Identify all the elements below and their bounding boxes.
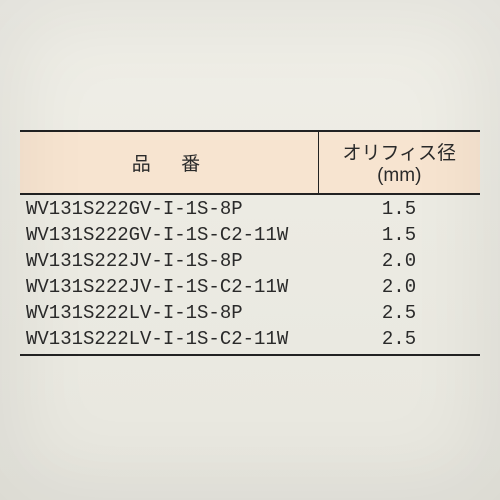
cell-orifice: 2.5 bbox=[318, 299, 480, 325]
col-header-orifice: オリフィス径(mm) bbox=[318, 131, 480, 194]
cell-orifice: 1.5 bbox=[318, 194, 480, 221]
col-header-part-number: 品 番 bbox=[20, 131, 318, 194]
spec-table: 品 番 オリフィス径(mm) WV131S222GV-I-1S-8P 1.5 W… bbox=[20, 130, 480, 356]
table-row: WV131S222JV-I-1S-8P 2.0 bbox=[20, 247, 480, 273]
cell-orifice: 2.5 bbox=[318, 325, 480, 355]
cell-part-number: WV131S222GV-I-1S-8P bbox=[20, 194, 318, 221]
cell-orifice: 2.0 bbox=[318, 247, 480, 273]
table-row: WV131S222GV-I-1S-8P 1.5 bbox=[20, 194, 480, 221]
cell-part-number: WV131S222LV-I-1S-C2-11W bbox=[20, 325, 318, 355]
table-body: WV131S222GV-I-1S-8P 1.5 WV131S222GV-I-1S… bbox=[20, 194, 480, 355]
cell-part-number: WV131S222GV-I-1S-C2-11W bbox=[20, 221, 318, 247]
table-header-row: 品 番 オリフィス径(mm) bbox=[20, 131, 480, 194]
cell-orifice: 1.5 bbox=[318, 221, 480, 247]
cell-orifice: 2.0 bbox=[318, 273, 480, 299]
table-row: WV131S222JV-I-1S-C2-11W 2.0 bbox=[20, 273, 480, 299]
cell-part-number: WV131S222JV-I-1S-C2-11W bbox=[20, 273, 318, 299]
table-row: WV131S222LV-I-1S-8P 2.5 bbox=[20, 299, 480, 325]
document-sheet: 品 番 オリフィス径(mm) WV131S222GV-I-1S-8P 1.5 W… bbox=[0, 0, 500, 500]
table-row: WV131S222LV-I-1S-C2-11W 2.5 bbox=[20, 325, 480, 355]
cell-part-number: WV131S222LV-I-1S-8P bbox=[20, 299, 318, 325]
cell-part-number: WV131S222JV-I-1S-8P bbox=[20, 247, 318, 273]
table-row: WV131S222GV-I-1S-C2-11W 1.5 bbox=[20, 221, 480, 247]
